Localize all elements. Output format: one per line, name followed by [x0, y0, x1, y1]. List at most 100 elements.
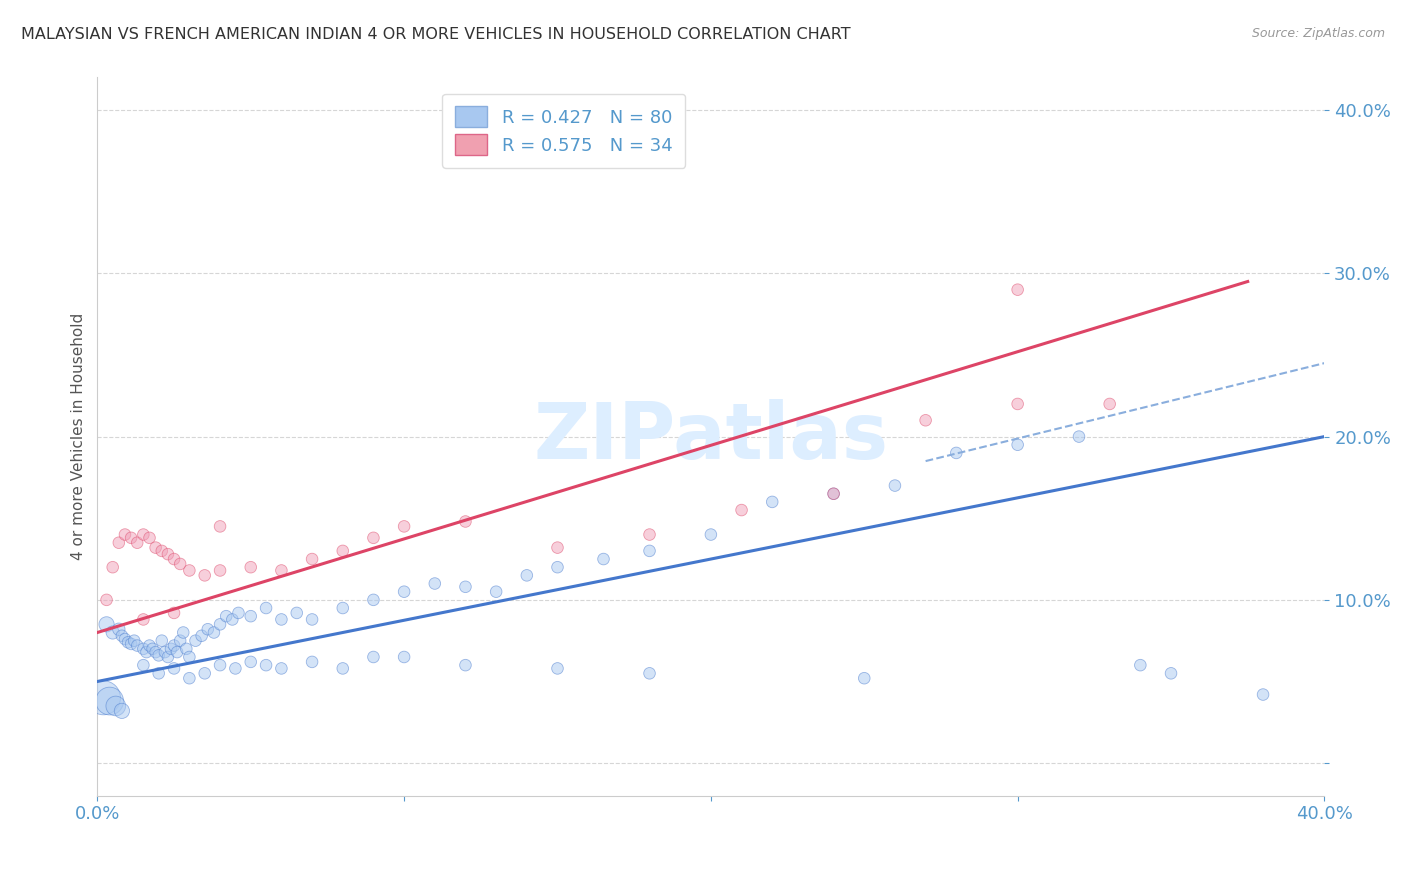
Point: [853, 671, 876, 685]
Point: [1098, 397, 1121, 411]
Point: [884, 478, 907, 492]
Point: [914, 413, 936, 427]
Text: Source: ZipAtlas.com: Source: ZipAtlas.com: [1251, 27, 1385, 40]
Point: [209, 617, 232, 632]
Point: [392, 650, 415, 665]
Point: [945, 446, 967, 460]
Point: [270, 564, 292, 578]
Legend: R = 0.427   N = 80, R = 0.575   N = 34: R = 0.427 N = 80, R = 0.575 N = 34: [441, 94, 685, 168]
Point: [700, 527, 723, 541]
Point: [108, 622, 131, 636]
Point: [179, 650, 201, 665]
Point: [135, 645, 157, 659]
Point: [104, 698, 127, 713]
Point: [179, 671, 201, 685]
Point: [209, 564, 232, 578]
Point: [166, 645, 188, 659]
Point: [163, 552, 186, 566]
Point: [239, 655, 262, 669]
Point: [1251, 688, 1274, 702]
Point: [454, 658, 477, 673]
Point: [332, 661, 354, 675]
Point: [93, 690, 115, 705]
Point: [114, 632, 136, 646]
Point: [114, 527, 136, 541]
Point: [301, 552, 323, 566]
Point: [98, 694, 121, 708]
Point: [127, 535, 149, 549]
Point: [160, 641, 183, 656]
Point: [194, 666, 217, 681]
Point: [111, 629, 134, 643]
Point: [270, 612, 292, 626]
Point: [363, 650, 385, 665]
Point: [202, 625, 225, 640]
Point: [547, 541, 569, 555]
Point: [209, 658, 232, 673]
Point: [169, 633, 191, 648]
Point: [120, 637, 142, 651]
Point: [142, 641, 165, 656]
Point: [132, 612, 155, 626]
Point: [153, 645, 176, 659]
Point: [169, 557, 191, 571]
Point: [156, 650, 179, 665]
Point: [1007, 283, 1029, 297]
Point: [108, 535, 131, 549]
Point: [332, 544, 354, 558]
Point: [184, 633, 207, 648]
Point: [1067, 429, 1090, 443]
Point: [301, 612, 323, 626]
Point: [163, 606, 186, 620]
Point: [1007, 397, 1029, 411]
Point: [138, 531, 160, 545]
Point: [221, 612, 243, 626]
Point: [148, 666, 170, 681]
Point: [172, 625, 194, 640]
Point: [215, 609, 238, 624]
Point: [148, 648, 170, 663]
Point: [454, 515, 477, 529]
Point: [150, 633, 173, 648]
Point: [127, 639, 149, 653]
Point: [101, 560, 124, 574]
Text: ZIPatlas: ZIPatlas: [533, 399, 889, 475]
Point: [730, 503, 752, 517]
Point: [145, 645, 167, 659]
Point: [592, 552, 614, 566]
Point: [120, 531, 142, 545]
Point: [1160, 666, 1182, 681]
Point: [392, 584, 415, 599]
Point: [638, 544, 661, 558]
Point: [638, 666, 661, 681]
Point: [101, 625, 124, 640]
Point: [638, 527, 661, 541]
Point: [547, 560, 569, 574]
Point: [254, 601, 277, 615]
Point: [239, 609, 262, 624]
Point: [423, 576, 446, 591]
Point: [239, 560, 262, 574]
Point: [163, 661, 186, 675]
Point: [254, 658, 277, 673]
Point: [111, 704, 134, 718]
Point: [156, 547, 179, 561]
Point: [122, 633, 145, 648]
Point: [163, 639, 186, 653]
Point: [485, 584, 508, 599]
Point: [823, 487, 845, 501]
Point: [761, 495, 783, 509]
Point: [270, 661, 292, 675]
Point: [332, 601, 354, 615]
Point: [392, 519, 415, 533]
Point: [176, 641, 198, 656]
Point: [145, 541, 167, 555]
Point: [454, 580, 477, 594]
Point: [285, 606, 308, 620]
Point: [194, 568, 217, 582]
Point: [547, 661, 569, 675]
Point: [197, 622, 219, 636]
Point: [96, 617, 118, 632]
Point: [823, 487, 845, 501]
Point: [228, 606, 250, 620]
